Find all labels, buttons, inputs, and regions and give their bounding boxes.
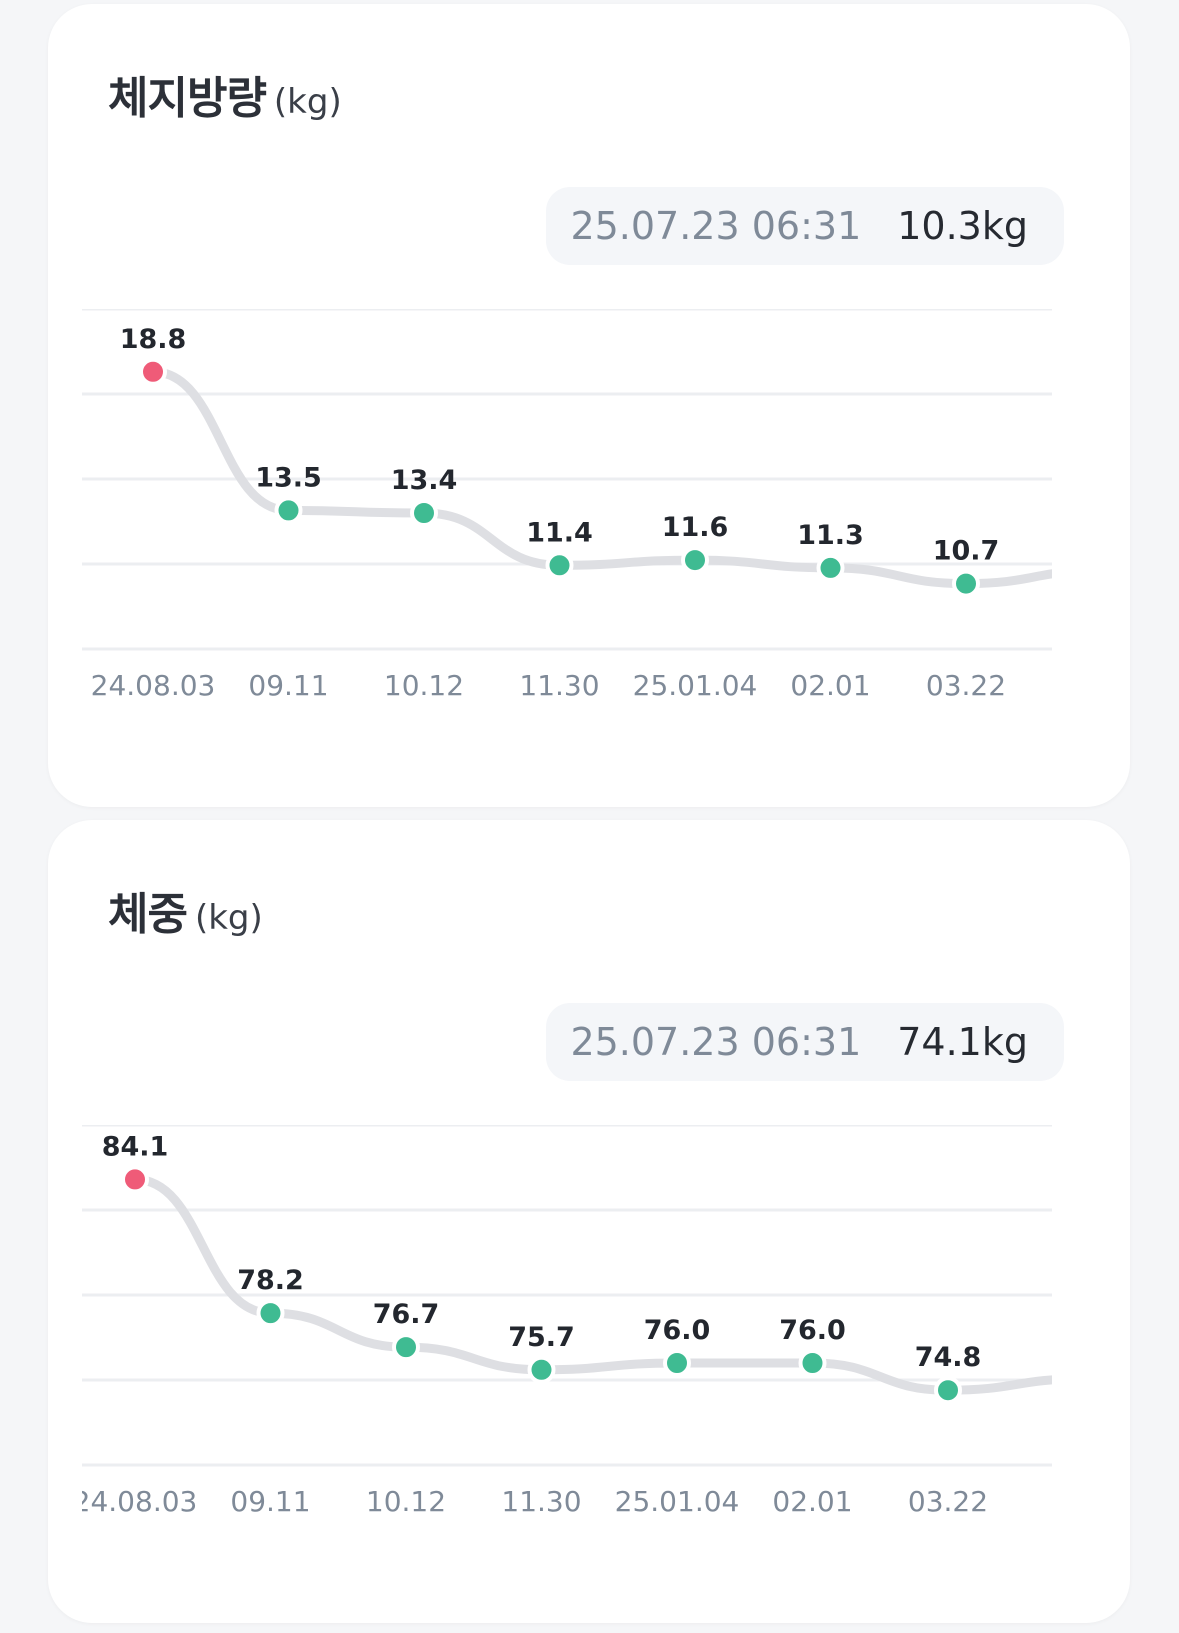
weight-value-label: 76.0 (779, 1315, 846, 1346)
body-fat-point[interactable] (816, 553, 845, 582)
body-fat-x-tick-label: 09.11 (248, 669, 328, 702)
body-fat-card: 체지방량 (kg) 25.07.23 06:31 10.3kg 18.8 13.5 1… (48, 4, 1130, 807)
body-fat-latest-value: 10.3kg (897, 204, 1028, 248)
weight-chart[interactable]: 84.1 78.2 76.7 75.7 76.0 76.0 74.8 24.08.03 09.1… (82, 1125, 1052, 1525)
weight-x-tick-label: 09.11 (230, 1485, 310, 1518)
body-fat-point[interactable] (545, 551, 574, 580)
body-fat-value-label: 11.3 (797, 520, 864, 551)
weight-value-label: 74.8 (915, 1342, 982, 1373)
body-fat-unit: (kg) (273, 82, 342, 122)
weight-value-label: 76.0 (644, 1315, 711, 1346)
weight-point[interactable] (934, 1376, 962, 1405)
weight-value-label: 76.7 (373, 1299, 440, 1330)
body-fat-value-label: 11.4 (526, 517, 593, 548)
body-fat-point[interactable] (952, 569, 980, 598)
body-fat-point[interactable] (139, 357, 167, 386)
body-fat-value-label: 10.7 (933, 536, 1000, 567)
body-fat-latest-date: 25.07.23 06:31 (570, 204, 862, 248)
weight-x-tick-label: 24.08.03 (82, 1485, 197, 1518)
body-fat-point[interactable] (274, 496, 303, 525)
body-fat-grid (82, 309, 1052, 651)
body-fat-x-tick-label: 10.12 (384, 669, 464, 702)
weight-chart-svg[interactable]: 84.1 78.2 76.7 75.7 76.0 76.0 74.8 24.08.03 09.1… (82, 1125, 1052, 1525)
weight-value-label: 84.1 (102, 1131, 169, 1162)
weight-x-tick-label: 25.01.04 (615, 1485, 740, 1518)
weight-card: 체중 (kg) 25.07.23 06:31 74.1kg 84.1 78.2 76.… (48, 820, 1130, 1623)
body-fat-x-tick-label: 02.01 (790, 669, 870, 702)
weight-value-label: 78.2 (237, 1265, 304, 1296)
weight-point[interactable] (121, 1165, 149, 1194)
weight-latest-badge: 25.07.23 06:31 74.1kg (546, 1003, 1064, 1081)
body-fat-value-label: 18.8 (120, 324, 187, 355)
weight-point[interactable] (256, 1299, 285, 1328)
body-fat-point[interactable] (681, 546, 709, 575)
body-fat-x-tick-label: 25.01.04 (633, 669, 758, 702)
weight-x-tick-label: 03.22 (908, 1485, 988, 1518)
weight-point[interactable] (392, 1333, 420, 1362)
weight-point[interactable] (527, 1355, 556, 1384)
weight-latest-date: 25.07.23 06:31 (570, 1020, 862, 1064)
weight-point[interactable] (663, 1349, 691, 1377)
weight-x-tick-label: 11.30 (501, 1485, 581, 1518)
body-fat-x-tick-label: 03.22 (926, 669, 1006, 702)
body-fat-point[interactable] (410, 499, 438, 527)
weight-title: 체중 (kg) (108, 878, 263, 942)
body-fat-value-label: 13.5 (255, 462, 322, 493)
body-fat-chart[interactable]: 18.8 13.5 13.4 11.4 11.6 11.3 10.7 24.08.03 09.1… (82, 309, 1052, 709)
weight-unit: (kg) (194, 898, 263, 938)
body-fat-title: 체지방량 (kg) (108, 62, 342, 126)
weight-title-text: 체중 (108, 889, 188, 940)
body-fat-value-label: 13.4 (391, 465, 458, 496)
body-fat-value-label: 11.6 (662, 512, 729, 543)
weight-x-tick-label: 02.01 (772, 1485, 852, 1518)
body-fat-x-tick-label: 24.08.03 (91, 669, 216, 702)
weight-point[interactable] (798, 1349, 827, 1377)
body-fat-x-tick-label: 11.30 (519, 669, 599, 702)
body-fat-title-text: 체지방량 (108, 73, 267, 124)
weight-value-label: 75.7 (508, 1322, 575, 1353)
weight-x-tick-label: 10.12 (366, 1485, 446, 1518)
body-fat-chart-svg[interactable]: 18.8 13.5 13.4 11.4 11.6 11.3 10.7 24.08.03 09.1… (82, 309, 1052, 709)
weight-latest-value: 74.1kg (897, 1020, 1028, 1064)
body-fat-latest-badge: 25.07.23 06:31 10.3kg (546, 187, 1064, 265)
